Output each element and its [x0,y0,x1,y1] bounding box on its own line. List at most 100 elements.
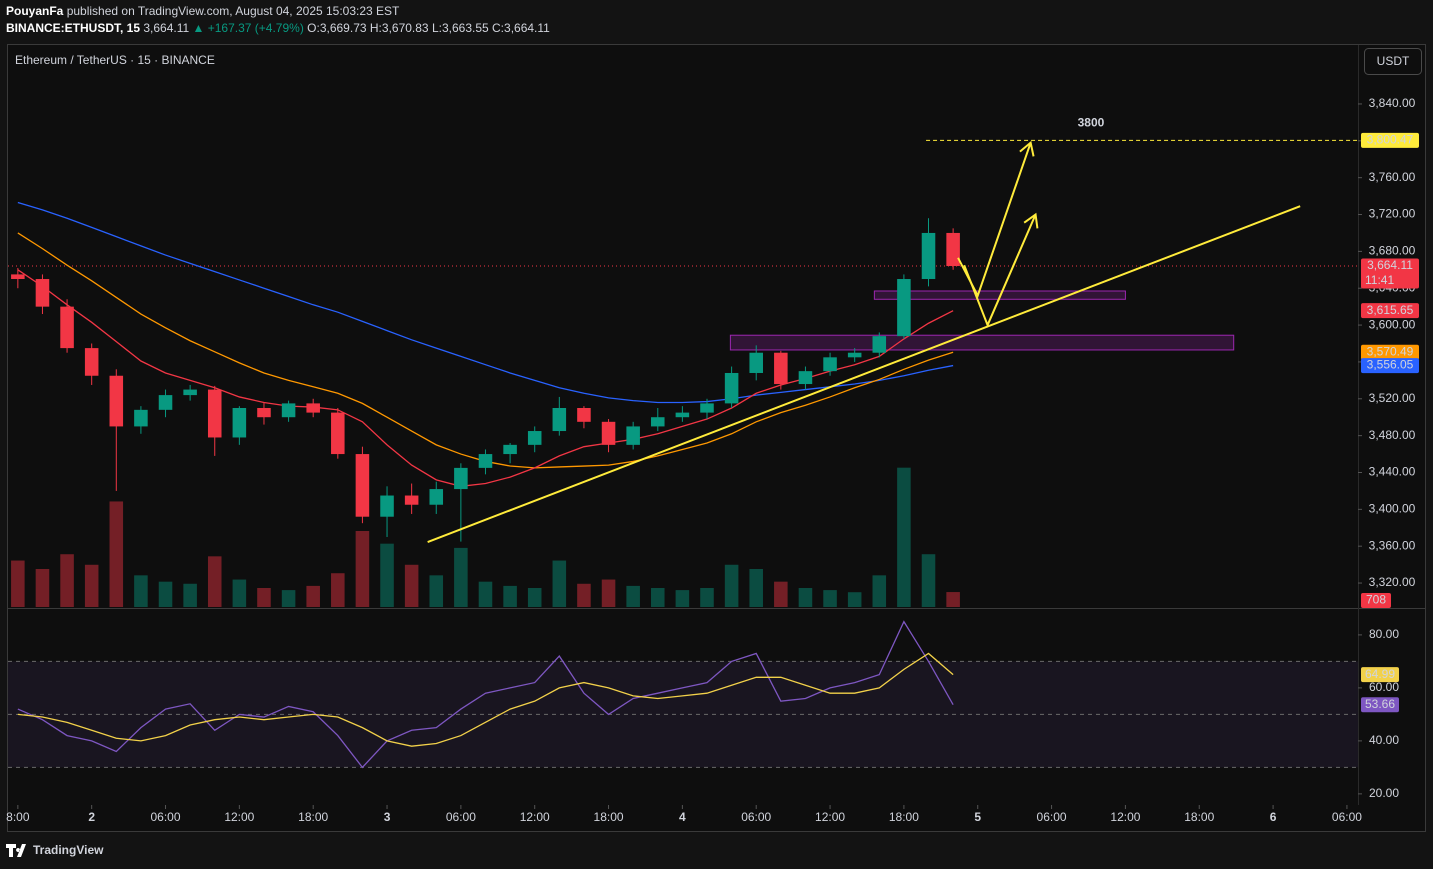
volume-bar [552,560,567,607]
ohlc-close: C:3,664.11 [492,21,550,35]
target-label: 3800 [1078,115,1105,129]
candle-body [897,279,911,337]
volume-tag [1361,593,1391,608]
y-tick-label: 3,600.00 [1369,317,1416,331]
arrow-head [1019,140,1035,157]
volume-bar [798,588,813,607]
x-tick-label: 06:00 [741,810,771,824]
volume-bar [35,569,50,607]
volume-bar [429,575,444,607]
change: ▲ +167.37 (+4.79%) [193,21,304,35]
axis-tag-label: 3,615.65 [1367,303,1414,317]
candle-body [84,348,99,376]
volume-bar [478,581,493,607]
ohlc-high: H:3,670.83 [370,21,429,35]
volume-bar [355,531,370,607]
x-tick-label: 8:00 [6,810,30,824]
axis-tag [1361,303,1419,319]
rsi-tick-label: 20.00 [1369,786,1399,800]
y-tick-label: 3,480.00 [1369,428,1416,442]
candle-body [700,403,714,413]
rsi-tick-label: 40.00 [1369,733,1399,747]
candle-body [281,403,296,418]
price: 3,664.11 [143,21,189,35]
candle-body [429,489,444,505]
volume-bar [626,585,640,607]
volume-bar [232,579,247,607]
volume-bar [823,590,837,607]
volume-bar [946,592,960,607]
rsi-ma-line [17,652,954,747]
y-tick-label: 3,520.00 [1369,391,1416,405]
zone [729,334,1235,351]
x-tick-label: 06:00 [1037,810,1067,824]
volume-bar [109,501,124,607]
axis-tag [1361,358,1419,374]
moving-average [17,269,954,487]
x-tick-label: 18:00 [1184,810,1214,824]
symbol: BINANCE:ETHUSDT, 15 [6,21,140,35]
x-tick-label: 06:00 [151,810,181,824]
arrow [957,142,1032,299]
trendline [427,205,1301,543]
candle-body [232,407,247,438]
x-tick-label: 4 [679,810,686,824]
axis-tag-label: 3,800.47 [1367,133,1414,147]
volume-bar [380,543,394,607]
volume-bar [134,575,148,607]
x-tick-label: 12:00 [1110,810,1140,824]
currency-label[interactable]: USDT [1377,54,1410,68]
volume-bar [257,588,271,607]
y-tick-label: 3,840.00 [1369,96,1416,110]
x-tick-label: 06:00 [1332,810,1362,824]
candle-body [946,232,960,267]
candle-body [35,279,50,307]
candle-body [823,357,837,372]
axis-tag-label: 3,556.05 [1367,358,1414,372]
axis-tag [1361,132,1419,148]
header-line-1: PouyanFa published on TradingView.com, A… [6,4,400,18]
x-tick-label: 6 [1270,810,1277,824]
volume-bar [774,581,788,607]
candle-body [872,336,887,353]
logo: TradingView [6,843,104,857]
y-tick-label: 3,680.00 [1369,244,1416,258]
moving-average [17,201,954,404]
chart-frame [7,44,1426,832]
volume-bar [281,590,296,607]
candle-body [749,352,763,373]
arrow-head [1023,212,1039,229]
candle-body [651,417,665,427]
axis-tag-label: 3,570.49 [1367,344,1414,358]
volume-bar [847,592,862,607]
volume-bar [404,564,419,607]
currency-button[interactable] [1364,48,1422,75]
volume-bar [577,583,591,607]
rsi-tick-label: 80.00 [1369,627,1399,641]
x-tick-label: 5 [974,810,981,824]
candle-body [601,421,616,445]
y-tick-label: 3,320.00 [1369,575,1416,589]
volume-bar [331,573,345,607]
header-line-2: BINANCE:ETHUSDT, 15 3,664.11 ▲ +167.37 (… [6,21,550,35]
candle-body [183,389,197,396]
axis-tag [1361,344,1419,360]
candle-body [404,495,419,505]
volume-bar [724,564,739,607]
candle-body [306,403,320,413]
y-tick-label: 3,400.00 [1369,502,1416,516]
y-tick-label: 3,440.00 [1369,465,1416,479]
pane-title: Ethereum / TetherUS · 15 · BINANCE [15,53,215,67]
x-tick-label: 18:00 [594,810,624,824]
countdown: 11:41 [1365,273,1394,287]
volume-bar [158,581,173,607]
volume-bar [921,554,936,607]
volume-bar [84,564,99,607]
candle-body [134,409,148,427]
candle-body [577,407,591,422]
volume-bar [897,467,911,607]
candle-body [454,467,468,490]
y-tick-label: 3,760.00 [1369,170,1416,184]
rsi-line [17,620,954,769]
